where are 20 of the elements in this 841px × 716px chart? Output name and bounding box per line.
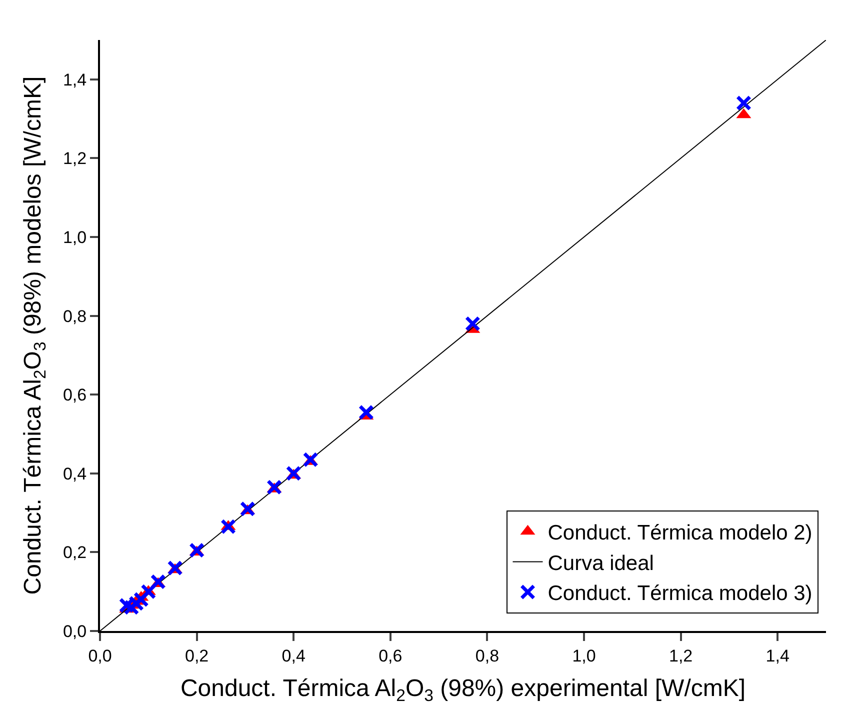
y-tick-label: 0,6 bbox=[62, 386, 87, 405]
legend-label: Conduct. Térmica modelo 2) bbox=[548, 522, 812, 545]
y-tick-label: 1,4 bbox=[62, 70, 87, 90]
legend-label: Conduct. Térmica modelo 3) bbox=[548, 582, 812, 606]
x-tick-label: 0,6 bbox=[378, 646, 402, 666]
y-tick-label: 0,8 bbox=[62, 306, 87, 326]
x-tick-label: 0,8 bbox=[475, 646, 500, 666]
y-tick-label: 1,0 bbox=[62, 228, 87, 247]
x-tick-label: 0,2 bbox=[184, 646, 209, 666]
x-tick-label: 1,0 bbox=[572, 646, 596, 666]
x-tick-label: 1,2 bbox=[668, 646, 693, 666]
x-tick-label: 0,0 bbox=[88, 646, 112, 666]
x-axis-title: Conduct. Térmica Al$_{2}$O$_{3}$ (98%) experimental [W/cmK] bbox=[180, 675, 746, 706]
legend-label: Curva ideal bbox=[548, 552, 654, 575]
x-tick-label: 1,4 bbox=[766, 646, 790, 666]
x-tick-label: 0,4 bbox=[282, 646, 306, 666]
y-tick-label: 0,0 bbox=[62, 622, 87, 641]
y-tick-label: 0,4 bbox=[62, 464, 87, 484]
y-tick-label: 0,2 bbox=[62, 543, 87, 562]
y-tick-label: 1,2 bbox=[62, 149, 87, 168]
